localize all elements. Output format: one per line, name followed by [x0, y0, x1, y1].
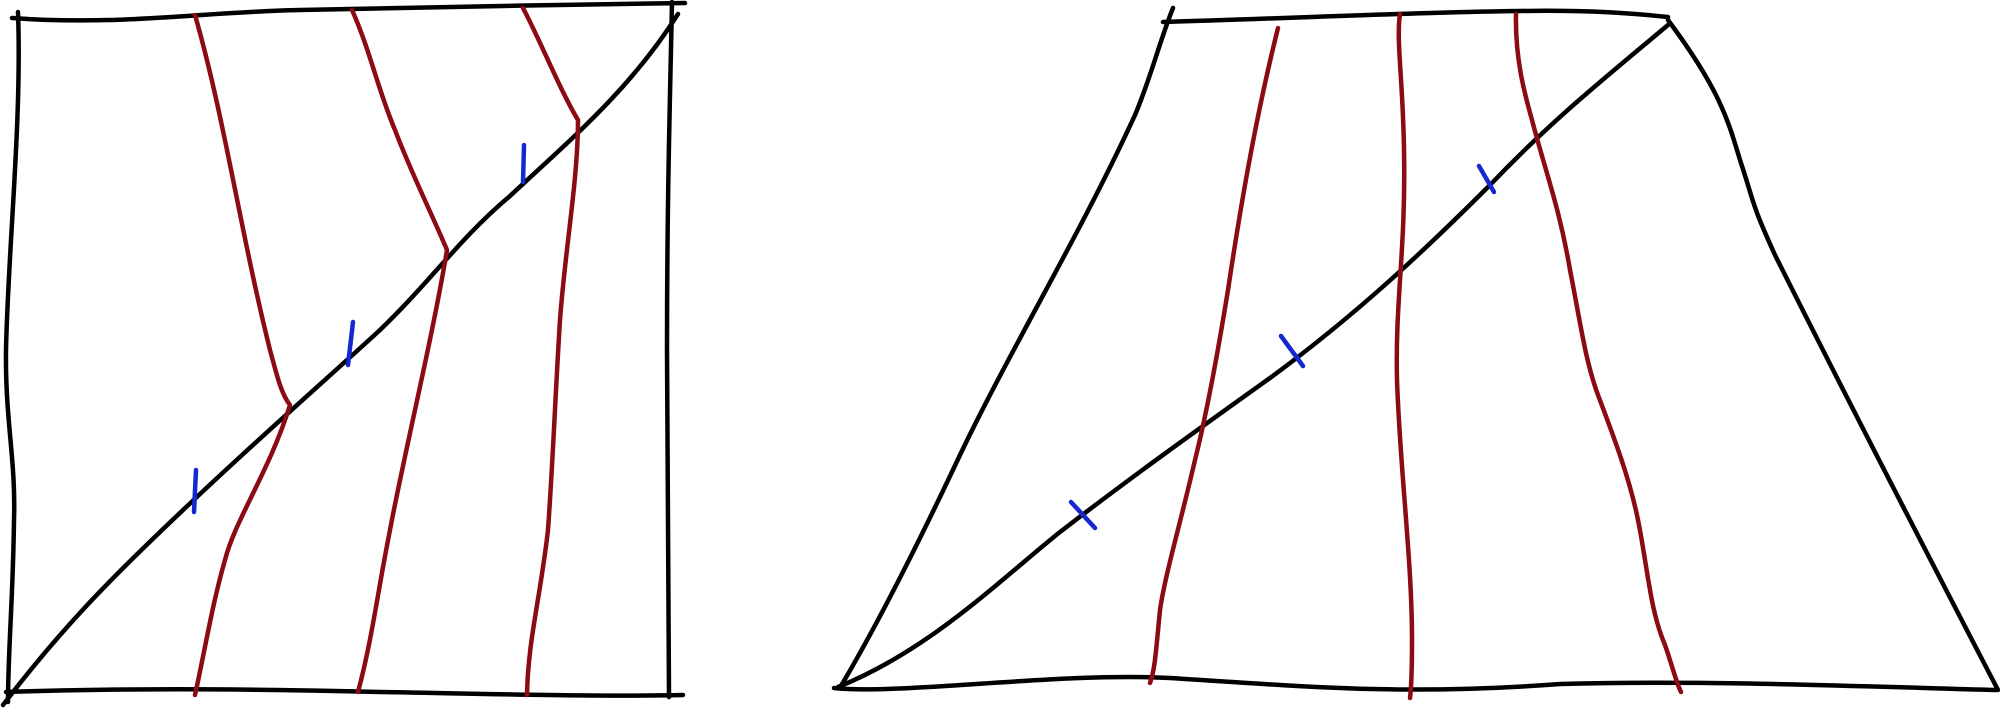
left-panel-top-edge	[9, 0, 688, 23]
left-panel-diagonal	[0, 11, 681, 708]
right-panel-right-edge	[1665, 17, 2000, 693]
left-panel-tick-2	[345, 319, 356, 368]
left-panel-curve-3	[520, 5, 581, 698]
right-panel-top-edge	[1160, 8, 1671, 25]
left-panel-left-edge	[3, 9, 21, 705]
left-panel-right-edge	[664, 0, 675, 700]
right-panel	[831, 5, 2000, 701]
right-panel-curve-2	[1394, 11, 1415, 701]
right-panel-left-edge	[838, 5, 1176, 689]
right-panel-curve-1	[1147, 25, 1281, 686]
right-panel-tick-2	[1278, 333, 1306, 369]
right-panel-diagonal	[835, 22, 1671, 690]
right-panel-tick-3	[1476, 163, 1497, 195]
left-panel-curve-1	[192, 12, 293, 698]
right-panel-curve-3	[1513, 11, 1684, 695]
left-panel-tick-1	[191, 467, 199, 515]
left-panel	[0, 0, 688, 708]
left-panel-tick-3	[520, 142, 527, 185]
right-panel-tick-1	[1068, 499, 1098, 531]
left-panel-bottom-edge	[3, 687, 686, 698]
left-panel-curve-2	[349, 7, 450, 695]
right-panel-bottom-edge	[831, 674, 1999, 693]
